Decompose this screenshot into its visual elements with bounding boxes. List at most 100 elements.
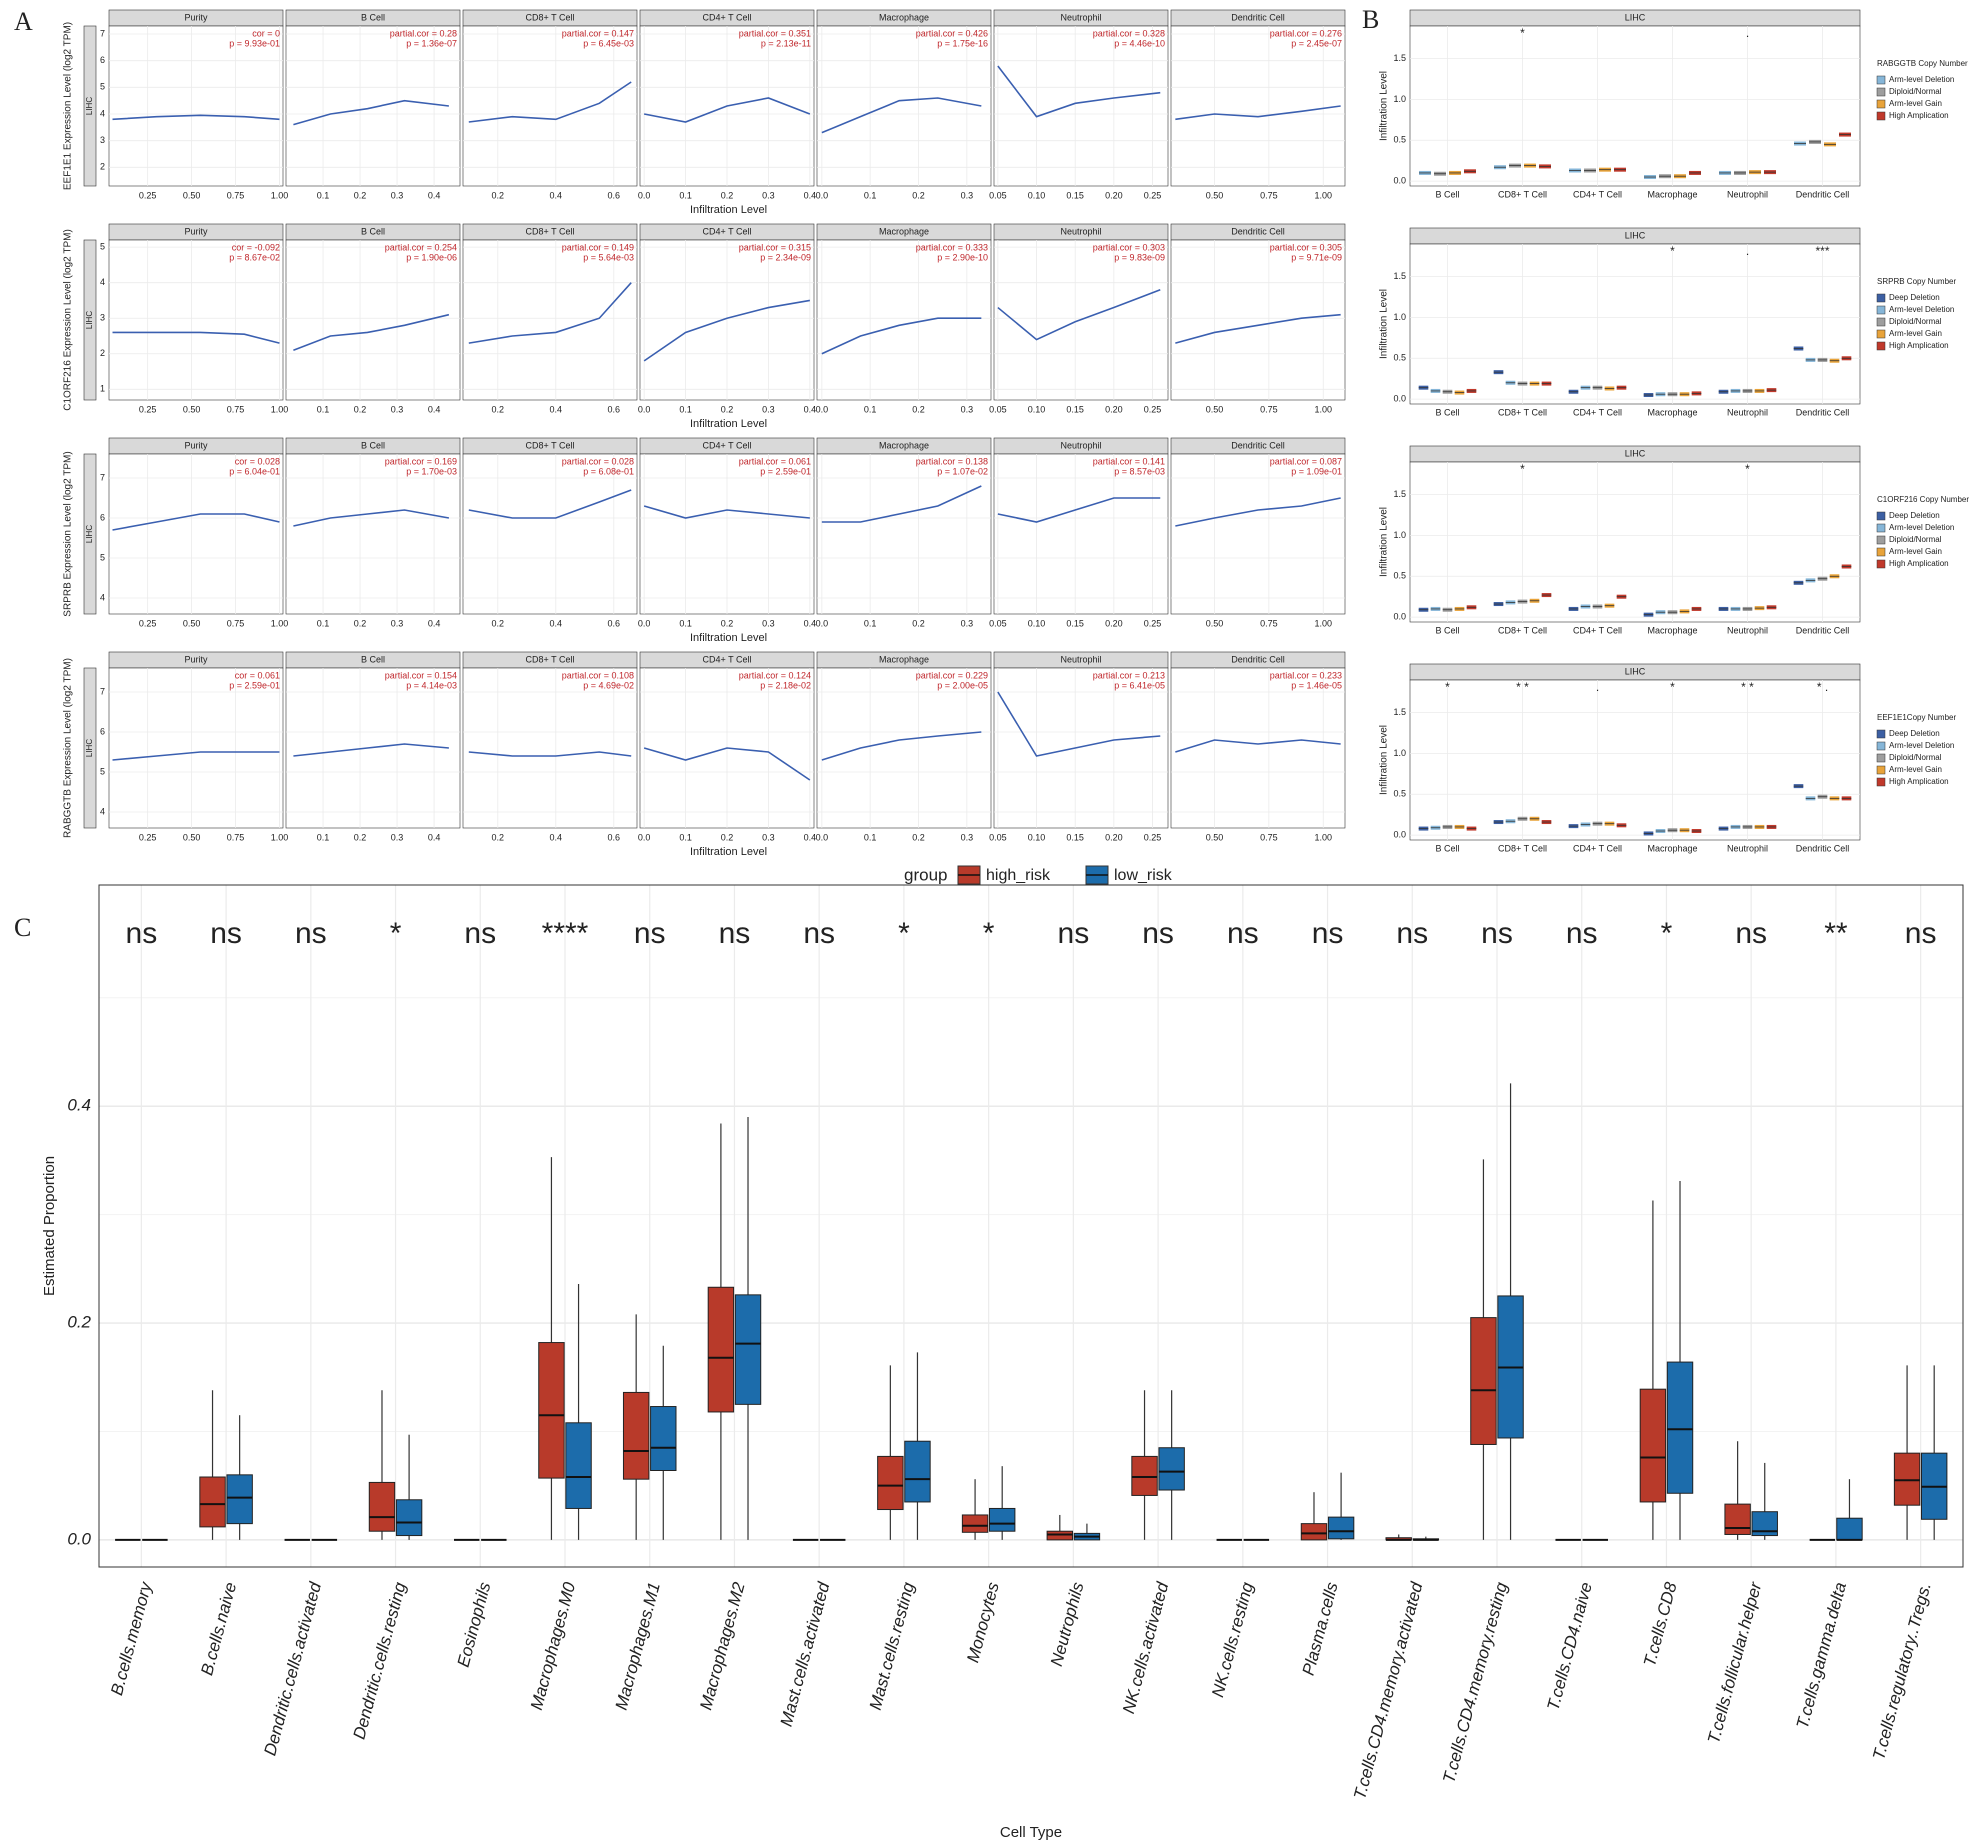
stat-label: p = 6.41e-05	[1114, 680, 1165, 690]
x-tick-label: 0.1	[317, 618, 330, 628]
x-tick-label: 0.2	[354, 832, 367, 842]
x-tick-label: Neutrophil	[1727, 625, 1768, 635]
box	[1470, 1317, 1497, 1445]
box	[368, 1481, 396, 1532]
panel-label: B	[1362, 5, 1379, 34]
cohort-label: LIHC	[85, 525, 94, 543]
significance-label: ns	[1227, 917, 1259, 950]
legend-key	[1876, 535, 1886, 545]
x-tick-label: 0.2	[721, 190, 734, 200]
facet-title: CD8+ T Cell	[526, 226, 575, 236]
box	[622, 1391, 650, 1480]
y-axis-label: Infiltration Level	[1379, 507, 1390, 577]
x-tick-label: 0.2	[354, 618, 367, 628]
plot-area	[1409, 243, 1861, 405]
stat-label: p = 2.00e-05	[937, 680, 988, 690]
panel-label: A	[14, 7, 33, 36]
facet-title: CD4+ T Cell	[703, 654, 752, 664]
fit-line	[643, 505, 810, 519]
y-axis-label: Infiltration Level	[1379, 71, 1390, 141]
x-tick-label: 0.2	[492, 618, 505, 628]
legend-label: high_risk	[986, 867, 1051, 884]
x-tick-label: B Cell	[1435, 407, 1459, 417]
significance-label: .	[1746, 26, 1749, 40]
stat-label: p = 6.04e-01	[229, 466, 280, 476]
fit-line	[821, 731, 982, 761]
x-tick-label: Macrophage	[1647, 407, 1697, 417]
x-tick-label: 0.6	[608, 404, 621, 414]
legend-label: Arm-level Gain	[1889, 329, 1942, 338]
x-tick-label: 0.2	[492, 832, 505, 842]
significance-label: ns	[126, 917, 158, 950]
stat-label: partial.cor = 0.087	[1270, 456, 1342, 466]
stat-label: p = 2.90e-10	[937, 252, 988, 262]
x-tick-label: Mast.cells.resting	[866, 1580, 918, 1712]
x-tick-label: 0.75	[227, 618, 245, 628]
stat-label: partial.cor = 0.276	[1270, 28, 1342, 38]
x-tick-label: CD4+ T Cell	[1573, 843, 1622, 853]
fit-line	[997, 289, 1161, 341]
x-tick-label: 0.50	[183, 618, 201, 628]
plot-area	[108, 667, 284, 829]
stat-label: cor = 0	[252, 28, 280, 38]
plot-area	[285, 25, 461, 187]
fit-line	[468, 751, 632, 757]
x-tick-label: 0.25	[1144, 404, 1162, 414]
x-tick-label: B.cells.memory	[107, 1579, 156, 1698]
x-tick-label: 0.0	[638, 832, 651, 842]
x-axis-label: Infiltration Level	[690, 418, 767, 430]
x-tick-label: 0.50	[183, 832, 201, 842]
x-tick-label: 0.3	[961, 404, 974, 414]
facet-title: LIHC	[1625, 12, 1646, 22]
x-tick-label: 0.50	[1206, 190, 1224, 200]
x-axis-label: Cell Type	[1000, 1824, 1062, 1841]
box	[1893, 1452, 1921, 1506]
y-tick-label: 7	[100, 28, 105, 38]
facet-title: B Cell	[361, 654, 385, 664]
x-tick-label: 0.1	[679, 190, 692, 200]
x-tick-label: 0.3	[391, 832, 404, 842]
cohort-label: LIHC	[85, 311, 94, 329]
plot-area	[1170, 25, 1346, 187]
y-tick-label: 0.0	[1393, 829, 1406, 839]
y-tick-label: 0.5	[1393, 789, 1406, 799]
stat-label: p = 1.90e-06	[406, 252, 457, 262]
legend-label: Deep Deletion	[1889, 729, 1940, 738]
plot-area	[108, 25, 284, 187]
x-tick-label: B Cell	[1435, 625, 1459, 635]
significance-label: *	[390, 917, 402, 950]
stat-label: cor = 0.028	[235, 456, 280, 466]
stat-label: partial.cor = 0.254	[385, 242, 457, 252]
stat-label: p = 1.36e-07	[406, 38, 457, 48]
significance-label: ns	[1312, 917, 1344, 950]
x-tick-label: 0.4	[428, 404, 441, 414]
fit-line	[293, 509, 450, 527]
stat-label: p = 8.57e-03	[1114, 466, 1165, 476]
x-tick-label: 0.2	[492, 190, 505, 200]
significance-label: *	[1670, 244, 1675, 258]
legend-key	[1876, 765, 1886, 775]
significance-label: ****	[542, 917, 589, 950]
y-tick-label: 1.0	[1393, 530, 1406, 540]
legend-label: Deep Deletion	[1889, 511, 1940, 520]
x-tick-label: 0.15	[1066, 618, 1084, 628]
fit-line	[112, 331, 280, 344]
fit-line	[112, 114, 280, 121]
legend-label: Arm-level Deletion	[1889, 305, 1954, 314]
box	[1158, 1447, 1185, 1491]
x-tick-label: T.cells.CD4.memory.resting	[1439, 1580, 1511, 1785]
y-tick-label: 0.5	[1393, 353, 1406, 363]
cohort-strip	[83, 453, 97, 615]
y-tick-label: 0.4	[67, 1096, 91, 1115]
x-tick-label: 0.4	[550, 190, 563, 200]
x-tick-label: 0.2	[354, 404, 367, 414]
y-tick-label: 3	[100, 135, 105, 145]
x-tick-label: 0.10	[1028, 404, 1046, 414]
y-tick-label: 1.5	[1393, 489, 1406, 499]
x-tick-label: 0.15	[1066, 190, 1084, 200]
x-tick-label: Mast.cells.activated	[777, 1580, 834, 1729]
x-tick-label: 0.25	[139, 618, 157, 628]
x-tick-label: Neutrophil	[1727, 407, 1768, 417]
x-tick-label: 1.00	[271, 618, 289, 628]
y-tick-label: 5	[100, 82, 105, 92]
